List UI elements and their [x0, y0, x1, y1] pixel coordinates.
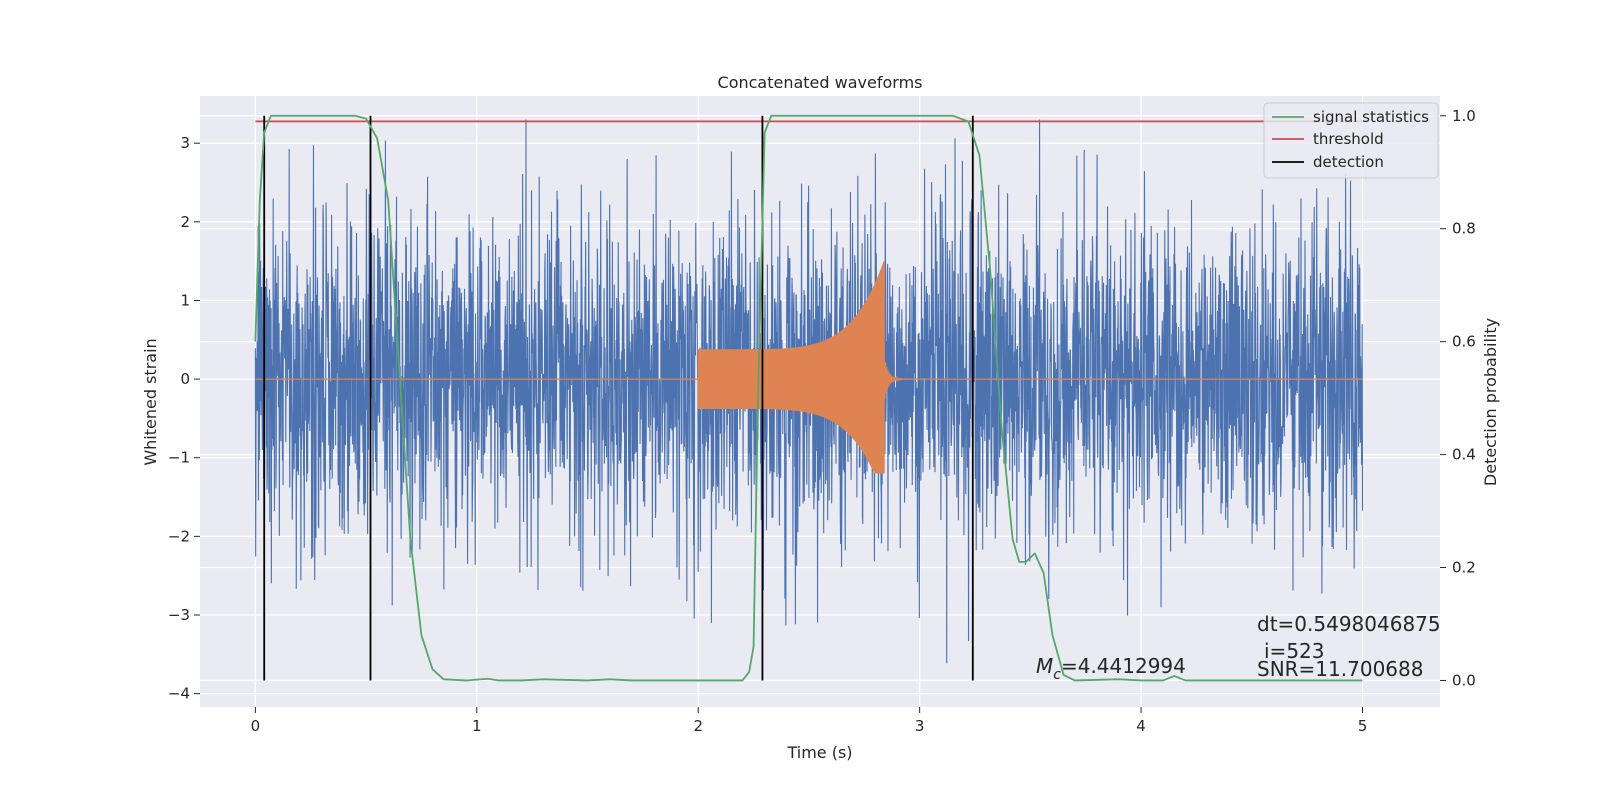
y-tick-label: −4: [168, 685, 190, 703]
legend: signal statistics threshold detection: [1263, 102, 1439, 179]
y-axis-label: Whitened strain: [141, 338, 160, 465]
strain-series: [254, 119, 1364, 664]
y-tick-label: −2: [168, 527, 190, 545]
signal-statistics-series: [254, 114, 1363, 682]
y-tick-label: 3: [180, 134, 190, 152]
x-axis-label: Time (s): [786, 743, 852, 762]
x-tick-label: 0: [251, 717, 261, 735]
strain-line: [254, 119, 1364, 664]
x-tick-label: 2: [693, 717, 703, 735]
legend-box: [1263, 102, 1439, 179]
legend-label-signal-statistics: signal statistics: [1313, 108, 1429, 126]
y-tick-label: 2: [180, 213, 190, 231]
x-tick-label: 4: [1136, 717, 1146, 735]
y2-axis-label: Detection probability: [1481, 318, 1500, 486]
x-tick-label: 5: [1358, 717, 1368, 735]
y2-tick-label: 1.0: [1452, 107, 1476, 125]
y2-tick-label: 0.0: [1452, 671, 1476, 689]
injection-series: [255, 261, 1363, 474]
y-tick-label: 0: [180, 370, 190, 388]
x-tick-label: 1: [472, 717, 482, 735]
y2-tick-label: 0.4: [1452, 446, 1476, 464]
snr-annotation: SNR=11.700688: [1257, 657, 1423, 681]
dt-annotation: dt=0.5498046875: [1257, 612, 1441, 636]
legend-label-threshold: threshold: [1313, 130, 1384, 148]
mc-annotation: Mc=4.4412994: [1036, 654, 1186, 683]
legend-label-detection: detection: [1313, 153, 1384, 171]
y2-tick-label: 0.2: [1452, 559, 1476, 577]
y-tick-label: −1: [168, 449, 190, 467]
ticks: 0 1 2 3 4 5 −4 −3 −2 −1 0 1 2 3 0.0 0.2 0.4 0.6 0.8 1.0: [168, 107, 1476, 735]
injection-line: [255, 261, 1363, 474]
annotations: Mc=4.4412994 dt=0.5498046875 i=523 SNR=1…: [1036, 612, 1441, 683]
detection-series: [263, 115, 974, 681]
mc-value: =4.4412994: [1061, 654, 1186, 678]
y-tick-label: −3: [168, 606, 190, 624]
y2-tick-label: 0.6: [1452, 333, 1476, 351]
x-tick-label: 3: [915, 717, 925, 735]
signal-statistics-line: [254, 114, 1363, 682]
chart-title: Concatenated waveforms: [718, 73, 923, 92]
y2-tick-label: 0.8: [1452, 220, 1476, 238]
index-annotation: i=523: [1264, 639, 1325, 663]
y-tick-label: 1: [180, 291, 190, 309]
